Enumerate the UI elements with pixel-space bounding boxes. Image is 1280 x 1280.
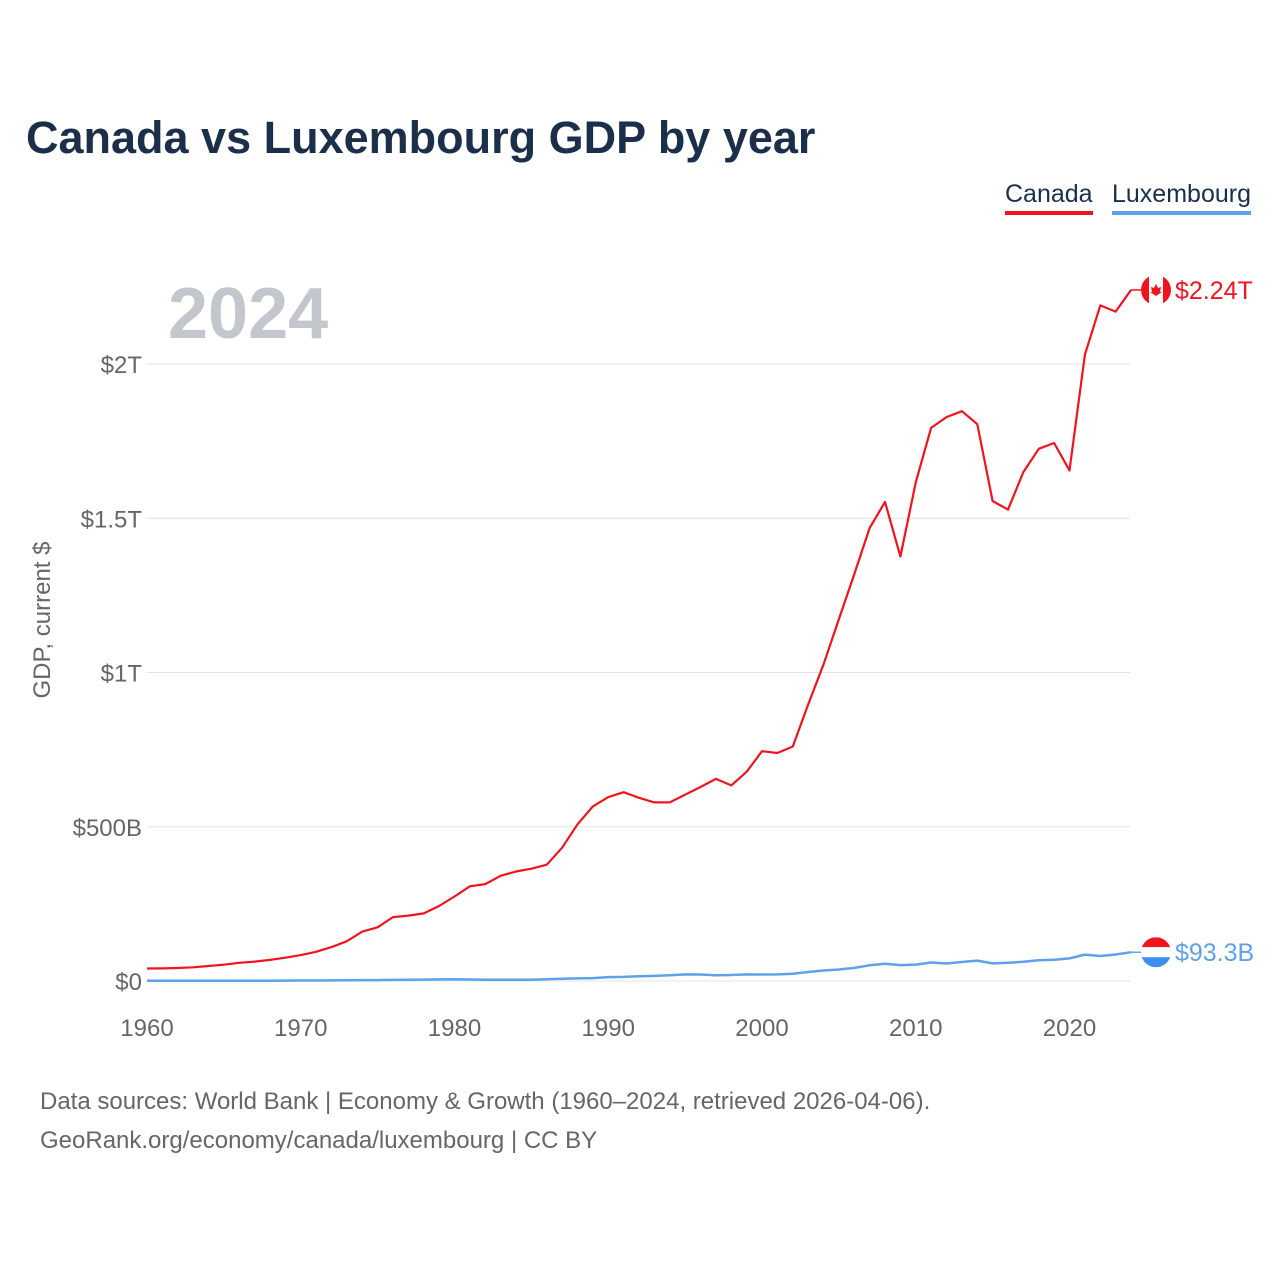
y-axis-label: GDP, current $	[29, 542, 56, 699]
canada-flag-icon	[1141, 274, 1171, 305]
y-tick-label: $1.5T	[81, 506, 143, 533]
series-line-canada	[146, 289, 1132, 970]
x-tick-label: 2020	[1043, 1015, 1096, 1042]
footer: Data sources: World Bank | Economy & Gro…	[40, 1082, 930, 1160]
year-label: 2024	[168, 274, 328, 354]
x-tick-label: 1990	[582, 1015, 635, 1042]
x-tick-label: 2000	[735, 1015, 788, 1042]
y-tick-label: $1T	[101, 661, 143, 688]
x-tick-label: 1980	[428, 1015, 481, 1042]
x-tick-label: 1970	[274, 1015, 327, 1042]
y-tick-label: $0	[115, 969, 142, 996]
chart-title: Canada vs Luxembourg GDP by year	[26, 112, 816, 163]
source-text: Data sources: World Bank | Economy & Gro…	[40, 1088, 931, 1115]
end-value-label: $93.3B	[1175, 939, 1254, 967]
luxembourg-flag-icon	[1141, 937, 1171, 968]
legend-luxembourg[interactable]: Luxembourg	[1112, 180, 1251, 215]
x-tick-label: 2010	[889, 1015, 942, 1042]
y-tick-label: $2T	[101, 352, 143, 379]
series-line-luxembourg	[147, 950, 1132, 983]
x-tick-label: 1960	[120, 1015, 173, 1042]
source-link[interactable]: GeoRank.org/economy/canada/luxembourg | …	[40, 1127, 598, 1154]
legend-canada[interactable]: Canada	[1005, 180, 1093, 215]
y-tick-label: $500B	[73, 815, 142, 842]
end-value-label: $2.24T	[1175, 277, 1253, 305]
